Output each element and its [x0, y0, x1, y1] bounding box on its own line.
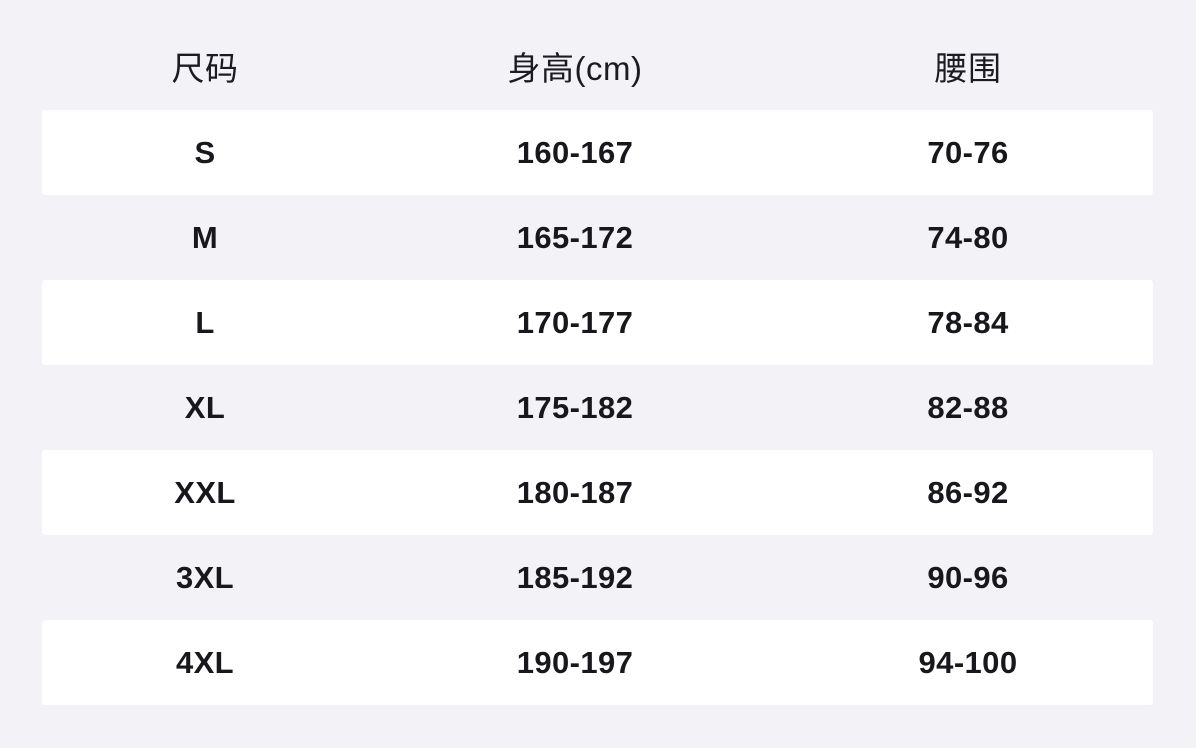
cell-waist: 82-88 [927, 390, 1009, 425]
table-row: M 165-172 74-80 [0, 195, 1196, 280]
row-background [42, 620, 1153, 705]
cell-size: S [194, 135, 216, 170]
row-background [42, 450, 1153, 535]
cell-height: 170-177 [516, 305, 634, 340]
cell-size: M [191, 220, 219, 255]
cell-size: 4XL [175, 645, 235, 680]
column-header-size: 尺码 [171, 49, 239, 87]
row-background [42, 110, 1153, 195]
cell-waist: 78-84 [927, 305, 1009, 340]
table-row: XXL 180-187 86-92 [0, 450, 1196, 535]
cell-height: 180-187 [516, 475, 634, 510]
cell-height: 160-167 [516, 135, 634, 170]
table-body: S 160-167 70-76 M 165-172 74-80 L 170-17… [0, 110, 1196, 705]
cell-waist: 70-76 [927, 135, 1009, 170]
cell-size: 3XL [175, 560, 235, 595]
cell-waist: 94-100 [918, 645, 1018, 680]
table-row: L 170-177 78-84 [0, 280, 1196, 365]
cell-height: 185-192 [516, 560, 634, 595]
table-row: XL 175-182 82-88 [0, 365, 1196, 450]
column-header-height: 身高(cm) [507, 49, 643, 87]
table-row: 3XL 185-192 90-96 [0, 535, 1196, 620]
cell-size: XL [184, 390, 226, 425]
cell-height: 175-182 [516, 390, 634, 425]
cell-size: XXL [174, 475, 236, 510]
cell-waist: 86-92 [927, 475, 1009, 510]
cell-height: 165-172 [516, 220, 634, 255]
table-row: S 160-167 70-76 [0, 110, 1196, 195]
cell-height: 190-197 [516, 645, 634, 680]
cell-waist: 90-96 [927, 560, 1009, 595]
column-header-waist: 腰围 [934, 49, 1002, 87]
row-background [42, 280, 1153, 365]
cell-waist: 74-80 [927, 220, 1009, 255]
table-row: 4XL 190-197 94-100 [0, 620, 1196, 705]
cell-size: L [195, 305, 215, 340]
table-header-row: 尺码 身高(cm) 腰围 [0, 36, 1196, 100]
